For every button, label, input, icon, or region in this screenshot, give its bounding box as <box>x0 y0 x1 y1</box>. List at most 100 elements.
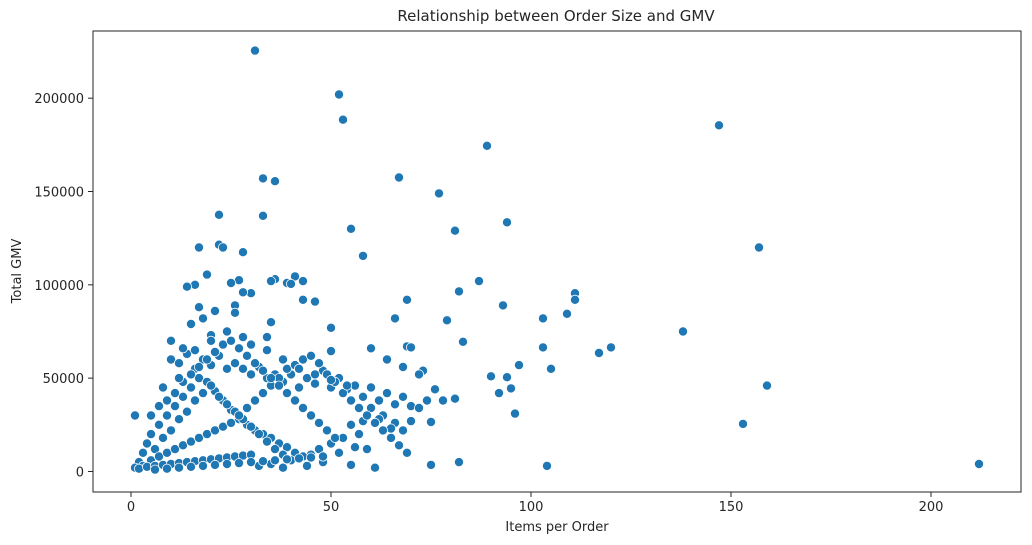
data-point <box>233 410 244 421</box>
data-point <box>542 460 553 471</box>
data-point <box>269 455 280 466</box>
data-point <box>365 343 376 354</box>
data-point <box>169 388 180 399</box>
data-point <box>265 373 276 384</box>
data-point <box>738 418 749 429</box>
x-tick-label: 150 <box>719 500 744 515</box>
data-point <box>449 393 460 404</box>
data-point <box>129 410 140 421</box>
data-point <box>369 462 380 473</box>
data-point <box>245 457 256 468</box>
data-point <box>389 313 400 324</box>
data-point <box>606 342 617 353</box>
y-axis-ticks: 0 50000 100000 150000 200000 <box>34 92 93 480</box>
data-point <box>153 401 164 412</box>
data-point <box>481 140 492 151</box>
data-point <box>261 436 272 447</box>
data-point <box>209 425 220 436</box>
data-point <box>249 395 260 406</box>
data-point <box>257 365 268 376</box>
data-point <box>225 417 236 428</box>
y-tick-label: 200000 <box>34 92 84 107</box>
data-point <box>297 402 308 413</box>
data-point <box>161 395 172 406</box>
data-point <box>261 332 272 343</box>
data-point <box>297 354 308 365</box>
data-point <box>301 373 312 384</box>
data-point <box>281 363 292 374</box>
data-point <box>357 391 368 402</box>
data-point <box>257 388 268 399</box>
data-point <box>413 402 424 413</box>
data-point <box>221 326 232 337</box>
data-point <box>265 317 276 328</box>
data-point <box>241 350 252 361</box>
data-point <box>405 416 416 427</box>
data-point <box>209 346 220 357</box>
data-point <box>265 276 276 287</box>
data-point <box>345 223 356 234</box>
data-point <box>449 225 460 236</box>
data-point <box>173 358 184 369</box>
data-point <box>253 429 264 440</box>
x-tick-label: 0 <box>127 500 135 515</box>
data-point <box>173 414 184 425</box>
data-point <box>754 242 765 253</box>
data-point <box>401 294 412 305</box>
data-point <box>261 345 272 356</box>
data-point <box>546 363 557 374</box>
data-point <box>401 447 412 458</box>
data-point <box>145 429 156 440</box>
data-point <box>397 361 408 372</box>
data-point <box>509 408 520 419</box>
data-point <box>361 444 372 455</box>
data-point <box>570 294 581 305</box>
data-point <box>237 287 248 298</box>
data-point <box>425 459 436 470</box>
data-point <box>153 451 164 462</box>
data-point <box>201 429 212 440</box>
data-point <box>189 345 200 356</box>
data-point <box>433 188 444 199</box>
data-point <box>245 339 256 350</box>
y-tick-label: 150000 <box>34 186 84 201</box>
x-tick-label: 100 <box>519 500 544 515</box>
data-point <box>237 363 248 374</box>
data-point <box>169 444 180 455</box>
data-point <box>177 343 188 354</box>
data-point <box>193 432 204 443</box>
data-point <box>429 384 440 395</box>
data-point <box>213 391 224 402</box>
data-point <box>177 440 188 451</box>
data-point <box>325 346 336 357</box>
data-point <box>221 458 232 469</box>
data-point <box>353 402 364 413</box>
data-point <box>277 462 288 473</box>
data-point <box>185 369 196 380</box>
data-point <box>297 276 308 287</box>
data-point <box>473 276 484 287</box>
data-point <box>497 300 508 311</box>
data-point <box>305 410 316 421</box>
x-tick-label: 50 <box>323 500 340 515</box>
data-point <box>385 432 396 443</box>
data-point <box>157 432 168 443</box>
data-point <box>249 358 260 369</box>
data-point <box>141 438 152 449</box>
plot-frame <box>92 30 1022 493</box>
x-axis-label: Items per Order <box>505 520 609 535</box>
data-point <box>321 425 332 436</box>
data-point <box>245 369 256 380</box>
data-point <box>269 176 280 187</box>
data-point <box>453 457 464 468</box>
data-point <box>441 315 452 326</box>
data-point <box>329 432 340 443</box>
data-point <box>205 380 216 391</box>
data-point <box>297 294 308 305</box>
y-tick-label: 100000 <box>34 279 84 294</box>
data-point <box>333 89 344 100</box>
data-point <box>309 378 320 389</box>
data-point <box>457 336 468 347</box>
data-point <box>161 447 172 458</box>
data-point <box>405 342 416 353</box>
